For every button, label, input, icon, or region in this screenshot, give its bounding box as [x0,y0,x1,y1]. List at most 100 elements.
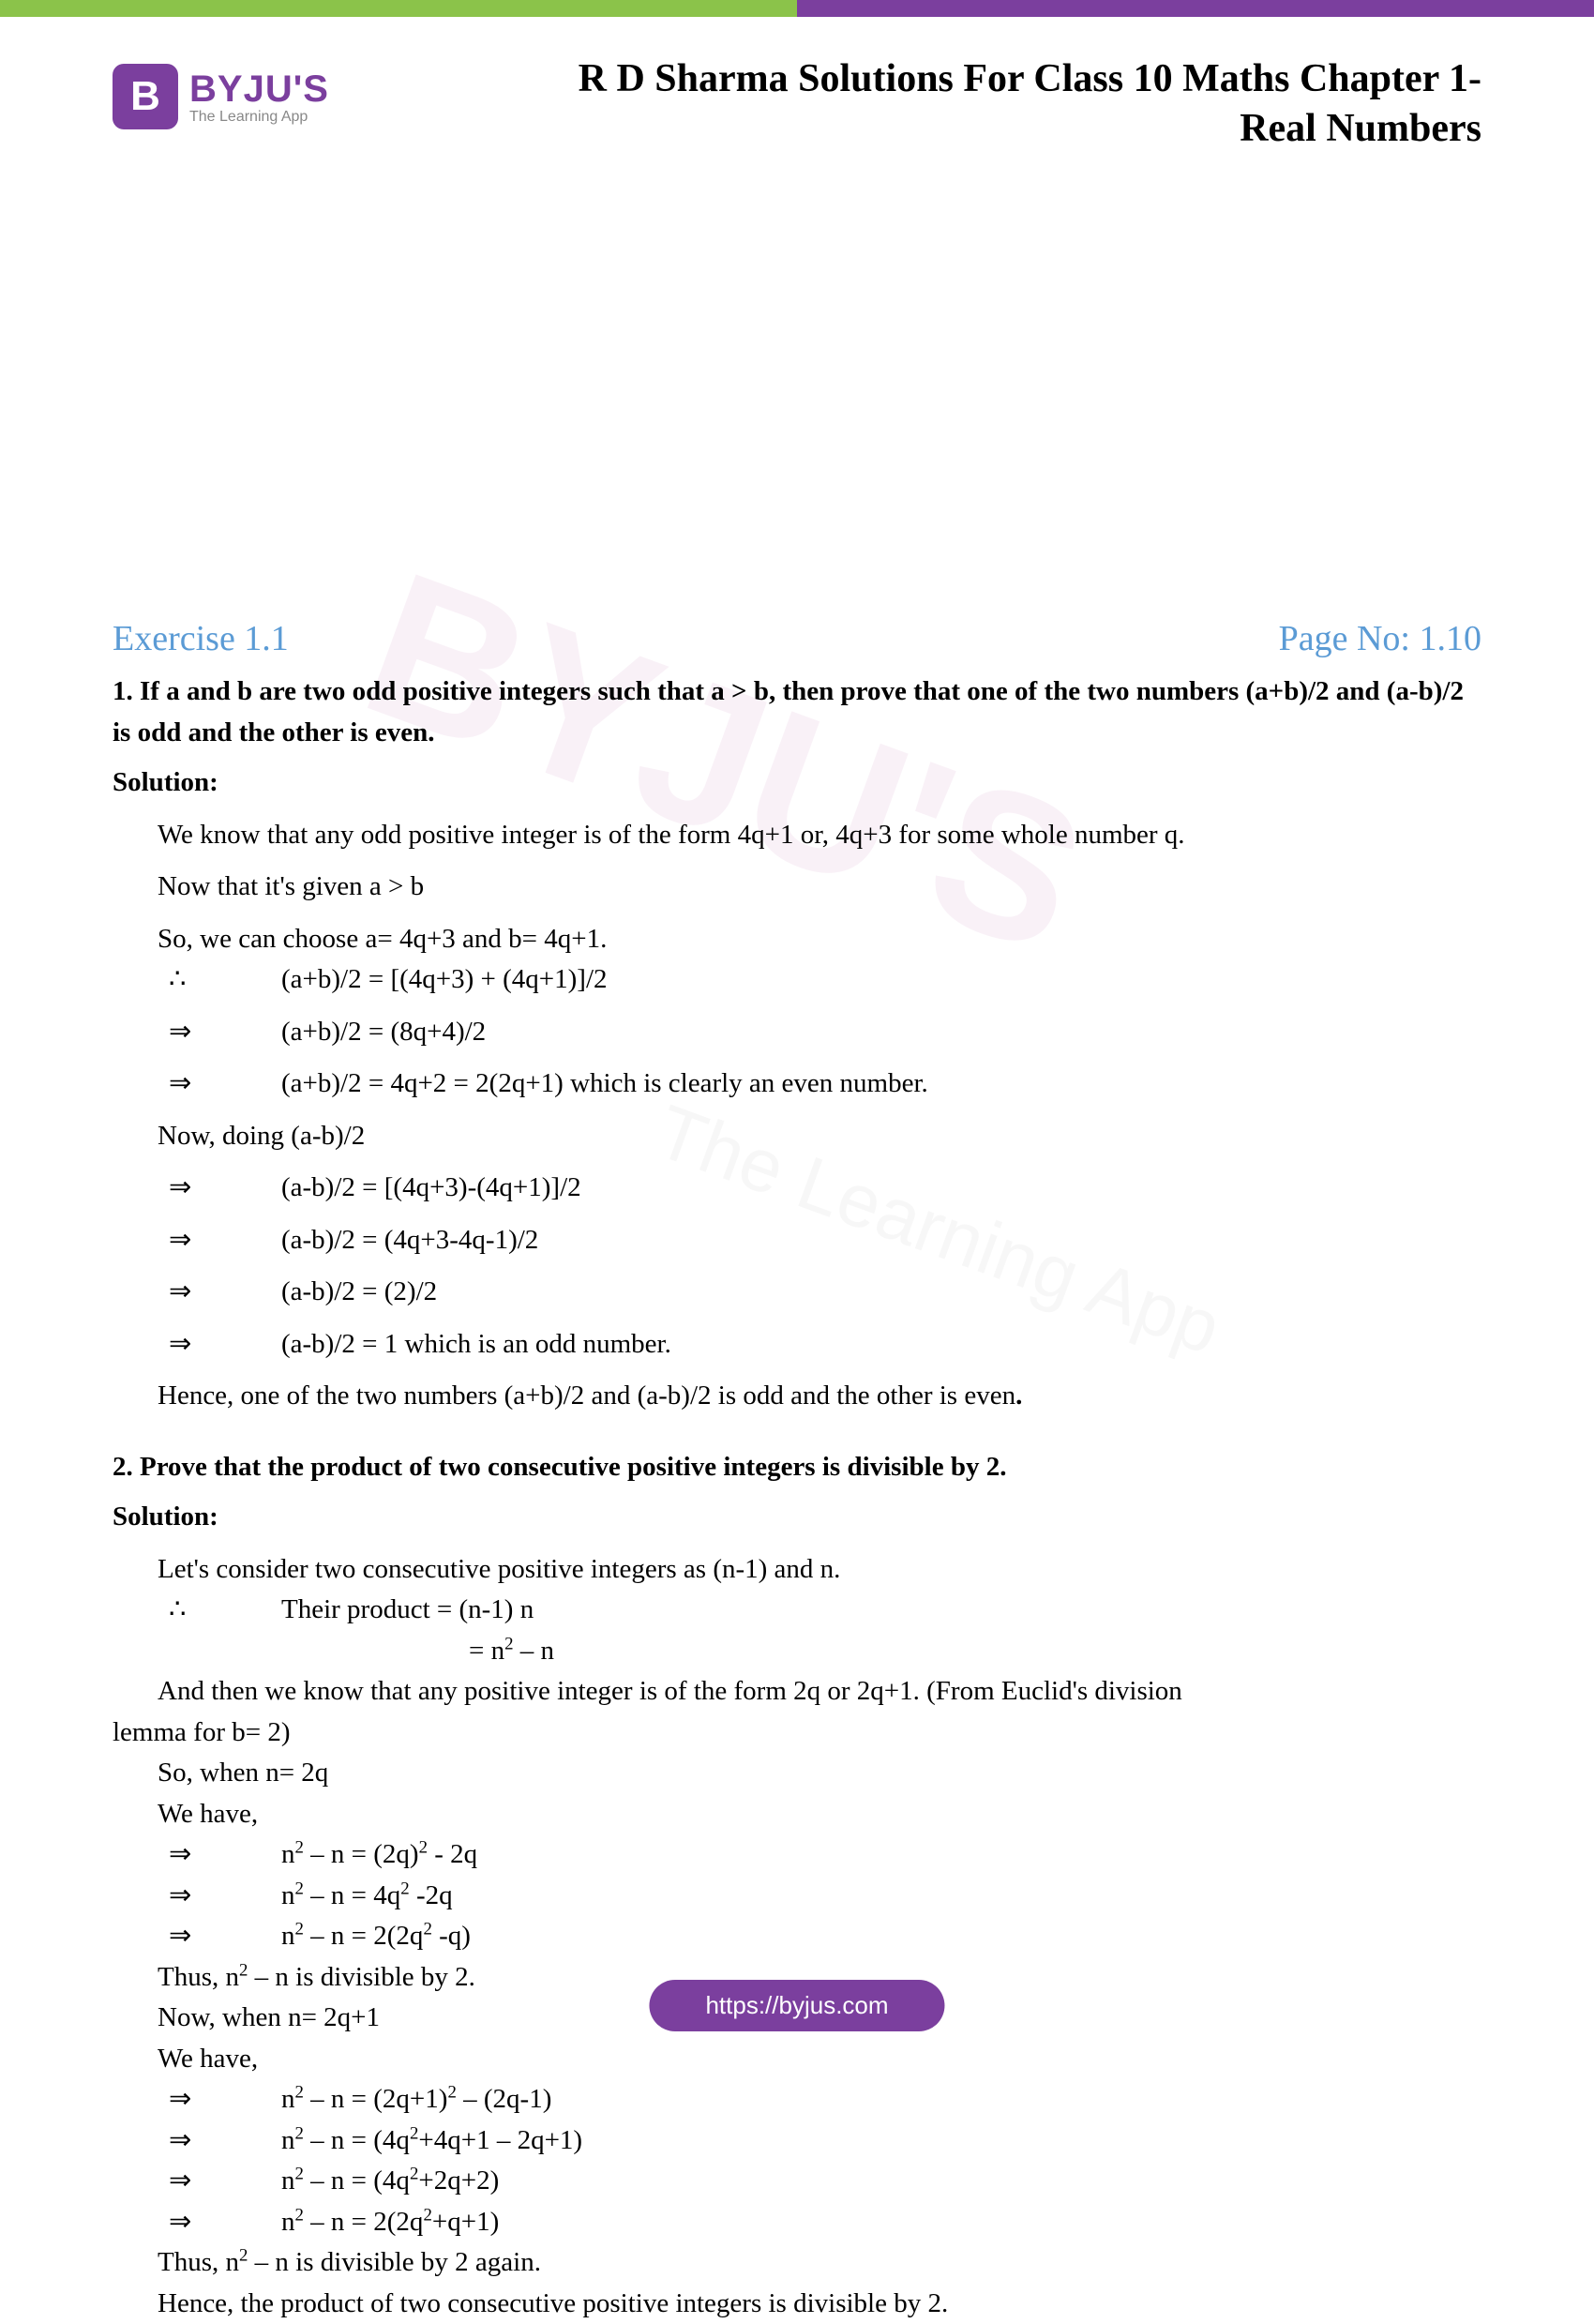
txt: – n [514,1636,555,1666]
t: +q+1) [432,2207,499,2237]
t: -2q [410,1880,453,1910]
t: n [281,2125,295,2155]
implies-symbol: ⇒ [169,1064,281,1105]
q1-step: ⇒(a+b)/2 = (8q+4)/2 [113,1012,1481,1053]
q2-conclusion: Hence, the product of two consecutive po… [113,2284,1481,2324]
t: – (2q-1) [457,2084,551,2114]
page-title: R D Sharma Solutions For Class 10 Maths … [329,54,1481,153]
logo-main-text: BYJU'S [189,68,329,111]
t: n [281,2084,295,2114]
q1-step: ∴(a+b)/2 = [(4q+3) + (4q+1)]/2 [113,959,1481,1001]
step-text: n2 – n = (2q+1)2 – (2q-1) [281,2079,551,2120]
q1-line: Now that it's given a > b [113,867,1481,908]
solution-label-2: Solution: [113,1497,1481,1538]
solution-label-1: Solution: [113,762,1481,804]
t: – n is divisible by 2. [248,1962,474,1992]
implies-symbol: ⇒ [169,1220,281,1261]
q2-step: ⇒n2 – n = (4q2+4q+1 – 2q+1) [113,2120,1481,2162]
implies-symbol: ⇒ [169,1876,281,1917]
title-line-2: Real Numbers [1240,107,1481,150]
step-text: (a-b)/2 = [(4q+3)-(4q+1)]/2 [281,1168,581,1209]
t: - 2q [428,1839,477,1869]
q2-step: ∴Their product = (n-1) n [113,1590,1481,1631]
page-header: B BYJU'S The Learning App R D Sharma Sol… [0,17,1594,181]
sup: 2 [295,2205,304,2225]
implies-symbol: ⇒ [169,1916,281,1957]
t: n [281,2207,295,2237]
step-text: n2 – n = (4q2+2q+2) [281,2161,499,2202]
t: +2q+2) [418,2166,499,2196]
txt: = n [469,1636,504,1666]
sup: 2 [295,1837,304,1857]
sup: 2 [295,2123,304,2143]
sup: 2 [295,1879,304,1898]
sup: 2 [423,2205,431,2225]
t: +4q+1 – 2q+1) [418,2125,582,2155]
sup: 2 [410,2164,418,2183]
implies-symbol: ⇒ [169,2120,281,2162]
q1-step: ⇒(a-b)/2 = (2)/2 [113,1272,1481,1313]
page-number: Page No: 1.10 [1279,612,1481,666]
sup: 2 [419,1837,428,1857]
implies-symbol: ⇒ [169,1272,281,1313]
q2-line: Now, when n= 2q+1 [113,1998,1481,2039]
q2-line: We have, [113,1794,1481,1835]
t: – n = 2(2q [304,1921,424,1951]
t: – n is divisible by 2 again. [248,2247,541,2277]
q2-line: And then we know that any positive integ… [113,1671,1481,1713]
logo-text: BYJU'S The Learning App [189,68,329,126]
step-text: (a-b)/2 = (2)/2 [281,1272,437,1313]
brand-logo: B BYJU'S The Learning App [113,64,329,129]
q2-line: Thus, n2 – n is divisible by 2 again. [113,2242,1481,2284]
q2-line: lemma for b= 2) [113,1713,1481,1754]
q1-step: ⇒(a+b)/2 = 4q+2 = 2(2q+1) which is clear… [113,1064,1481,1105]
exercise-row: Exercise 1.1 Page No: 1.10 [113,612,1481,666]
t: – n = (4q [304,2166,410,2196]
implies-symbol: ⇒ [169,1012,281,1053]
sup: 2 [423,1919,431,1939]
step-text: Their product = (n-1) n [281,1590,534,1631]
q1-line: We know that any odd positive integer is… [113,815,1481,856]
t: – n = (2q) [304,1839,419,1869]
step-text: (a+b)/2 = 4q+2 = 2(2q+1) which is clearl… [281,1064,928,1105]
sup: 2 [295,2082,304,2102]
title-line-1: R D Sharma Solutions For Class 10 Maths … [579,57,1481,100]
q2-step: ⇒n2 – n = 2(2q2 -q) [113,1916,1481,1957]
implies-symbol: ⇒ [169,2079,281,2120]
q2-step: ⇒n2 – n = (4q2+2q+2) [113,2161,1481,2202]
sup: 2 [295,1919,304,1939]
q2-step: ⇒n2 – n = (2q)2 - 2q [113,1834,1481,1876]
t: Thus, n [158,2247,239,2277]
sup: 2 [447,2082,456,2102]
implies-symbol: ⇒ [169,1834,281,1876]
therefore-symbol: ∴ [169,959,281,1001]
q1-step: ⇒(a-b)/2 = (4q+3-4q-1)/2 [113,1220,1481,1261]
t: – n = 4q [304,1880,400,1910]
step-text: n2 – n = 4q2 -2q [281,1876,453,1917]
q2-step: ⇒n2 – n = 2(2q2+q+1) [113,2202,1481,2243]
therefore-symbol: ∴ [169,1590,281,1631]
t: n [281,1839,295,1869]
t: n [281,1880,295,1910]
step-text: (a-b)/2 = 1 which is an odd number. [281,1324,671,1366]
t: – n = (4q [304,2125,410,2155]
q2-step: ⇒n2 – n = 4q2 -2q [113,1876,1481,1917]
sup: 2 [504,1634,513,1653]
q2-sub-line: = n2 – n [113,1631,1481,1672]
q2-line: We have, [113,2039,1481,2080]
sup: 2 [400,1879,409,1898]
question-1: 1. If a and b are two odd positive integ… [113,672,1481,753]
t: – n = 2(2q [304,2207,424,2237]
implies-symbol: ⇒ [169,2161,281,2202]
exercise-label: Exercise 1.1 [113,612,289,666]
page-content: BYJU'S The Learning App Exercise 1.1 Pag… [0,181,1594,2324]
t: n [281,2166,295,2196]
logo-icon: B [113,64,178,129]
top-accent-bar [0,0,1594,17]
t: Thus, n [158,1962,239,1992]
t: -q) [432,1921,471,1951]
question-2: 2. Prove that the product of two consecu… [113,1447,1481,1488]
sup: 2 [239,2245,248,2265]
sup: 2 [410,2123,418,2143]
step-text: n2 – n = (4q2+4q+1 – 2q+1) [281,2120,582,2162]
